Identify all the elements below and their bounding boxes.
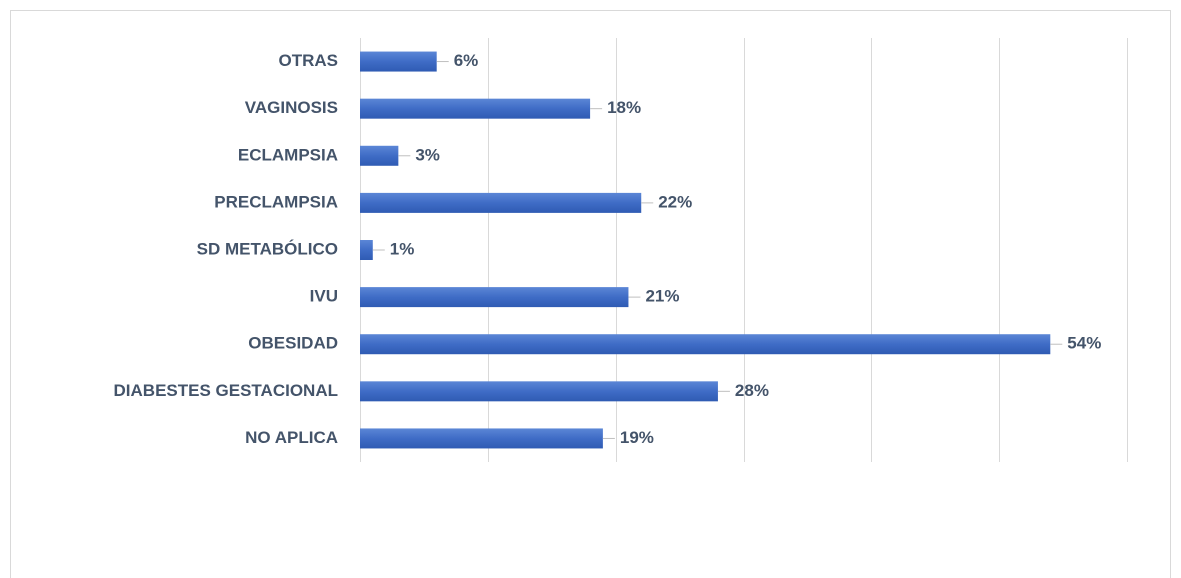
bar (360, 287, 629, 308)
bar (360, 145, 399, 166)
data-label: 1% (390, 239, 415, 258)
bar (360, 334, 1051, 355)
data-label: 6% (454, 51, 479, 70)
y-tick-label: IVU (310, 287, 338, 306)
y-tick-label: VAGINOSIS (245, 98, 338, 117)
y-tick-label: OTRAS (279, 51, 339, 70)
bar (360, 98, 591, 119)
chart-frame (10, 10, 1171, 578)
data-label: 19% (620, 428, 654, 447)
data-label: 3% (415, 145, 440, 164)
y-tick-label: SD METABÓLICO (197, 239, 338, 258)
y-tick-label: OBESIDAD (248, 334, 338, 353)
y-tick-label: DIABESTES GESTACIONAL (114, 381, 338, 400)
bar (360, 381, 718, 402)
y-tick-label: NO APLICA (245, 428, 338, 447)
y-tick-label: ECLAMPSIA (238, 145, 338, 164)
y-tick-label: PRECLAMPSIA (214, 192, 338, 211)
bar (360, 240, 373, 260)
data-label: 28% (735, 381, 769, 400)
data-label: 21% (645, 287, 679, 306)
data-label: 18% (607, 98, 641, 117)
bar (360, 428, 603, 449)
data-label: 54% (1067, 334, 1101, 353)
bar (360, 51, 437, 72)
bar (360, 192, 642, 213)
data-label: 22% (658, 192, 692, 211)
